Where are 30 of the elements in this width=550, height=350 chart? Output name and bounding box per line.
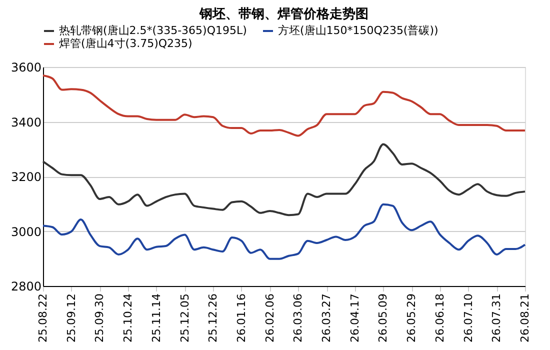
x-tick-label: 26.08.21 (518, 294, 532, 342)
y-tick-label: 3000 (10, 224, 42, 239)
legend-label: 方坯(唐山150*150Q235(普碳)) (278, 24, 438, 37)
legend-label: 焊管(唐山4寸(3.75)Q235) (59, 37, 192, 50)
y-tick-label: 3400 (10, 115, 42, 130)
x-tick-label: 25.09.30 (93, 294, 106, 342)
line-series (42, 143, 526, 216)
y-tick-label: 2800 (10, 280, 42, 294)
x-tick-label: 25.08.22 (36, 294, 50, 342)
x-tick-label: 26.03.27 (320, 294, 334, 342)
x-tick-label: 25.12.26 (206, 294, 220, 342)
line-series (42, 203, 526, 260)
chart-title: 钢坯、带钢、焊管价格走势图 (198, 6, 368, 22)
y-tick-label: 3600 (10, 60, 42, 74)
x-tick-label: 26.05.29 (405, 294, 418, 342)
x-tick-label: 25.10.24 (122, 294, 135, 342)
y-tick-label: 3200 (10, 170, 42, 184)
x-tick-label: 25.11.14 (150, 294, 163, 342)
x-tick-label: 25.12.05 (178, 294, 192, 342)
x-tick-label: 26.06.18 (433, 294, 446, 342)
x-tick-label: 26.04.17 (348, 294, 362, 342)
x-tick-label: 26.07.31 (490, 294, 504, 342)
x-tick-label: 25.09.12 (64, 294, 78, 342)
legend-label: 热轧带钢(唐山2.5*(335-365)Q195L) (59, 24, 247, 37)
x-tick-label: 26.01.16 (234, 294, 248, 342)
x-tick-label: 26.05.09 (376, 294, 390, 342)
line-series (42, 74, 526, 137)
x-tick-label: 26.07.10 (462, 294, 475, 342)
x-tick-label: 26.03.06 (292, 294, 305, 342)
x-tick-label: 26.02.06 (263, 294, 276, 342)
